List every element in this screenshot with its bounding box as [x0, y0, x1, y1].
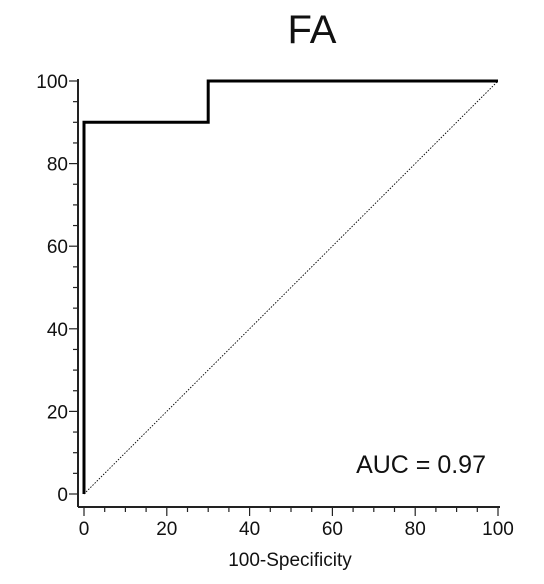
x-tick-label: 40 [239, 519, 260, 540]
plot-area: 0 20 40 60 80 100 0 20 40 60 80 100 [36, 72, 514, 540]
x-tick-label: 20 [156, 519, 177, 540]
x-tick-label: 100 [482, 519, 514, 540]
auc-annotation: AUC = 0.97 [356, 451, 486, 479]
y-tick-label: 60 [47, 237, 68, 258]
x-tick-label: 0 [79, 519, 90, 540]
roc-curve-line [82, 79, 498, 494]
x-tick-label: 60 [322, 519, 343, 540]
y-tick-label: 0 [57, 485, 68, 506]
y-tick-label: 40 [47, 320, 68, 341]
chart-title: FA [288, 8, 337, 52]
x-tick-label: 80 [405, 519, 426, 540]
y-tick-label: 80 [47, 155, 68, 176]
x-axis-label: 100-Specificity [228, 550, 352, 571]
y-tick-label: 100 [36, 72, 68, 93]
y-tick-label: 20 [47, 402, 68, 423]
reference-diagonal-line [83, 80, 499, 495]
